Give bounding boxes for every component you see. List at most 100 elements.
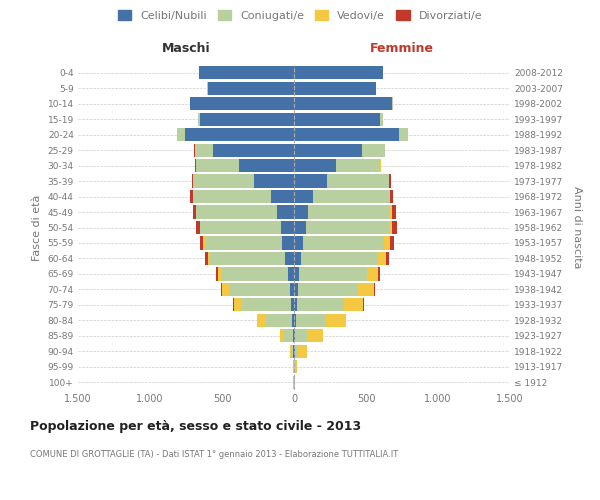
Bar [386,252,389,265]
Bar [377,252,386,265]
Bar [294,283,298,296]
Bar [185,128,294,141]
Bar [294,128,399,141]
Bar [294,298,296,312]
Bar [221,283,222,296]
Bar [296,314,326,327]
Bar [280,330,284,342]
Bar [291,344,293,358]
Bar [295,330,307,342]
Bar [378,268,380,280]
Bar [193,174,254,188]
Bar [301,252,377,265]
Bar [305,221,389,234]
Bar [190,190,193,203]
Bar [200,236,203,250]
Bar [307,330,323,342]
Bar [294,174,327,188]
Bar [294,252,301,265]
Bar [392,221,397,234]
Bar [277,206,294,218]
Bar [222,268,288,280]
Bar [205,252,208,265]
Bar [293,344,294,358]
Bar [294,66,383,80]
Bar [222,283,229,296]
Bar [218,268,222,280]
Bar [363,298,364,312]
Bar [283,236,294,250]
Bar [239,159,294,172]
Bar [203,236,205,250]
Bar [233,298,242,312]
Bar [196,159,239,172]
Bar [374,283,375,296]
Bar [380,159,381,172]
Bar [294,206,308,218]
Y-axis label: Anni di nascita: Anni di nascita [572,186,582,269]
Bar [291,298,294,312]
Bar [294,159,336,172]
Bar [193,190,271,203]
Bar [294,330,295,342]
Bar [288,268,294,280]
Bar [257,314,266,327]
Bar [362,144,385,156]
Bar [293,330,294,342]
Bar [389,174,391,188]
Bar [389,221,392,234]
Text: COMUNE DI GROTTAGLIE (TA) - Dati ISTAT 1° gennaio 2013 - Elaborazione TUTTITALIA: COMUNE DI GROTTAGLIE (TA) - Dati ISTAT 1… [30,450,398,459]
Bar [389,190,390,203]
Bar [214,144,294,156]
Bar [286,252,294,265]
Bar [296,298,344,312]
Bar [344,298,363,312]
Bar [380,112,383,126]
Bar [294,144,362,156]
Bar [399,128,408,141]
Bar [208,252,211,265]
Bar [298,344,307,358]
Bar [292,314,294,327]
Bar [284,330,293,342]
Bar [216,268,218,280]
Bar [199,66,294,80]
Bar [294,314,296,327]
Bar [313,190,389,203]
Bar [196,221,200,234]
Bar [392,206,396,218]
Bar [294,236,304,250]
Bar [190,97,294,110]
Bar [294,97,392,110]
Bar [294,112,380,126]
Bar [367,268,378,280]
Bar [326,314,346,327]
Bar [295,344,298,358]
Bar [358,283,374,296]
Bar [208,82,294,95]
Bar [281,221,294,234]
Bar [229,283,290,296]
Bar [178,128,185,141]
Bar [191,174,193,188]
Bar [290,344,291,358]
Legend: Celibi/Nubili, Coniugati/e, Vedovi/e, Divorziati/e: Celibi/Nubili, Coniugati/e, Vedovi/e, Di… [113,6,487,25]
Bar [205,236,283,250]
Bar [294,82,376,95]
Bar [266,314,292,327]
Text: Maschi: Maschi [161,42,211,55]
Y-axis label: Fasce di età: Fasce di età [32,194,42,260]
Bar [294,268,299,280]
Bar [299,268,367,280]
Bar [242,298,291,312]
Bar [308,206,391,218]
Bar [304,236,384,250]
Bar [298,283,358,296]
Bar [384,236,390,250]
Text: Femmine: Femmine [370,42,434,55]
Bar [327,174,389,188]
Bar [294,190,313,203]
Text: Popolazione per età, sesso e stato civile - 2013: Popolazione per età, sesso e stato civil… [30,420,361,433]
Bar [200,112,294,126]
Bar [391,206,392,218]
